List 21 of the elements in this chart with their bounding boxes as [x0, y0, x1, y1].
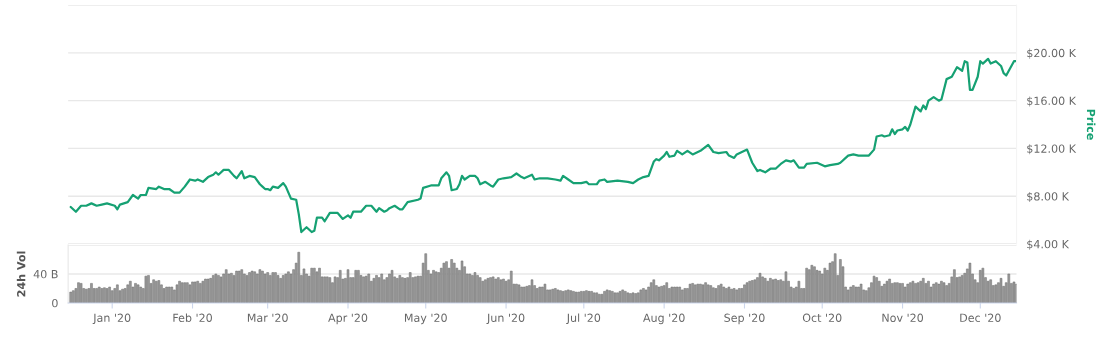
y2-tick-label: $16.00 K: [1027, 96, 1077, 107]
y-axis-title: 24h Vol: [16, 251, 26, 297]
y2-tick-label: $12.00 K: [1027, 144, 1077, 155]
x-tick-label: Nov '20: [882, 313, 924, 322]
x-tick-label: Dec '20: [960, 313, 1001, 322]
x-tick-label: Oct '20: [802, 313, 842, 322]
x-tick-label: Jun '20: [486, 313, 525, 325]
y2-axis-title: Price: [1086, 109, 1096, 140]
y2-tick-label: $20.00 K: [1027, 48, 1077, 59]
y-tick-label: 40 B: [33, 269, 58, 279]
x-tick-label: Mar '20: [247, 313, 288, 322]
y2-tick-label: $4.00 K: [1027, 239, 1070, 250]
y2-tick-label: $8.00 K: [1027, 191, 1070, 203]
x-tick-label: Jan '20: [92, 313, 131, 325]
x-tick-label: Aug '20: [643, 313, 685, 325]
x-tick-label: Feb '20: [173, 313, 212, 322]
x-tick-label: Apr '20: [328, 313, 368, 325]
x-tick-label: Jul '20: [566, 313, 601, 325]
y-tick-label: 0: [52, 298, 58, 308]
x-tick-label: Sep '20: [724, 313, 765, 325]
x-tick-label: May '20: [404, 313, 447, 325]
